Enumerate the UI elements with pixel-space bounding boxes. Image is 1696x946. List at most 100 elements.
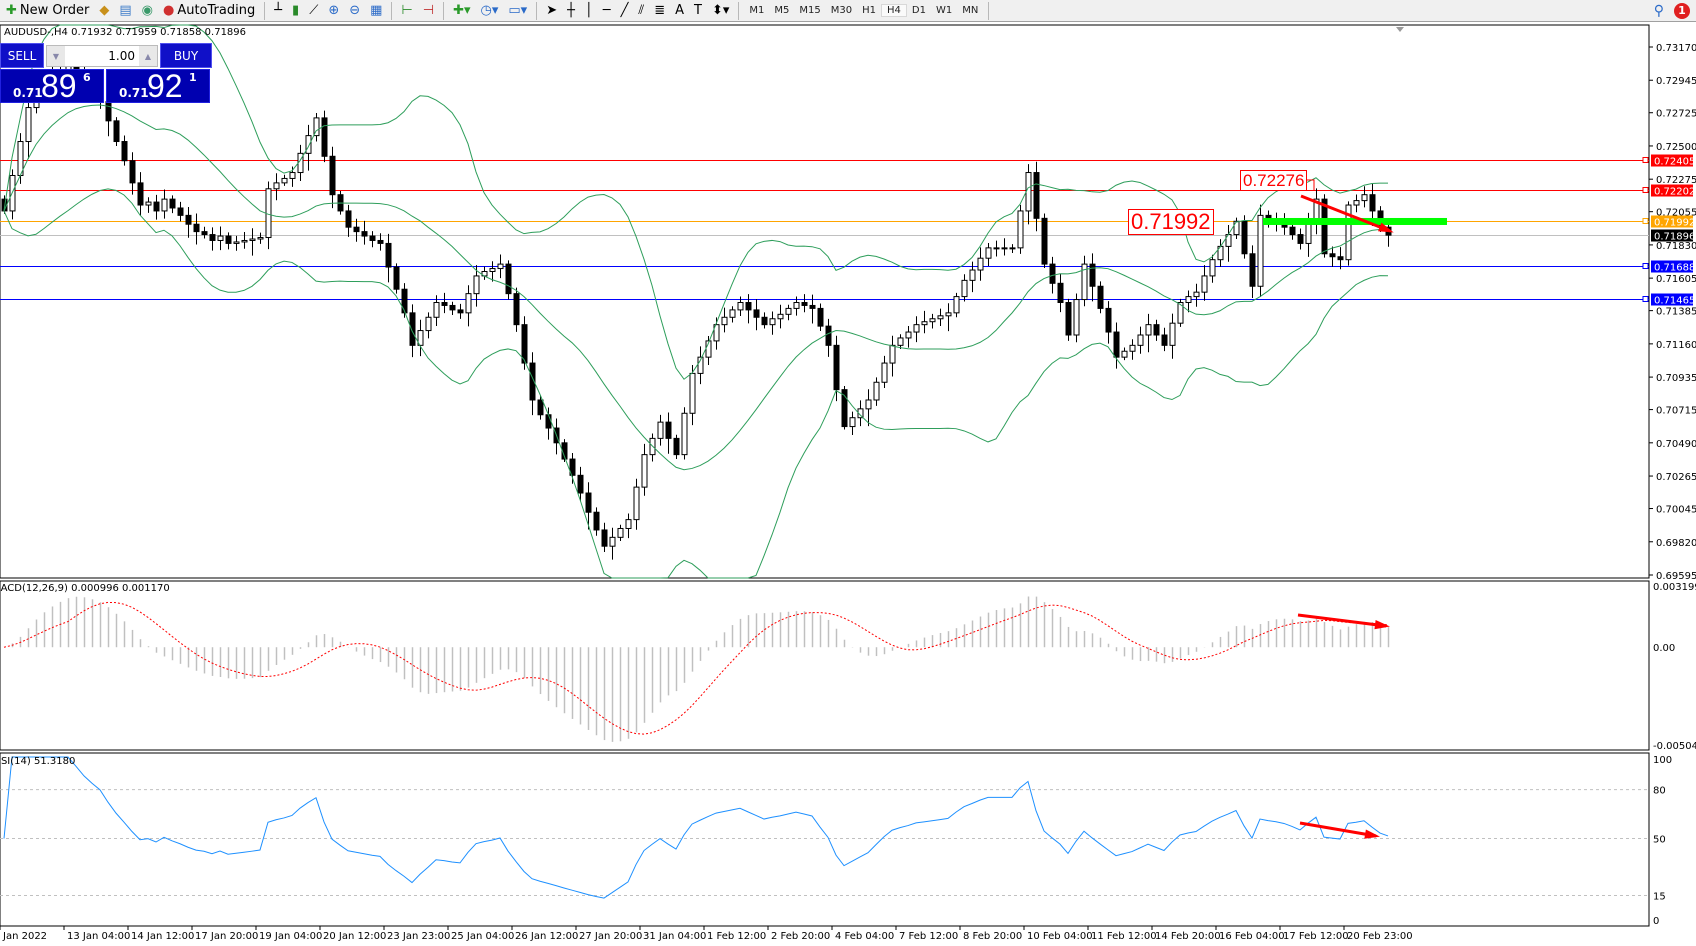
trend-arrow-rsi — [1299, 821, 1377, 838]
timeframe-h4[interactable]: H4 — [881, 4, 907, 17]
price-tag — [1651, 154, 1693, 167]
price-axis-label: 0.70715 — [1656, 406, 1696, 417]
notification-icon[interactable]: 1 — [1674, 3, 1690, 19]
time-axis-label: 17 Feb 12:00 — [1283, 931, 1349, 942]
bear-candle — [1161, 334, 1168, 346]
bear-candle — [369, 235, 376, 241]
bull-candle — [425, 316, 432, 332]
bull-candle — [1177, 302, 1184, 324]
line-chart-button[interactable]: ⟋ — [305, 1, 322, 21]
rsi-axis-label: 0 — [1653, 916, 1659, 927]
bear-candle — [177, 207, 184, 216]
sell-button[interactable]: SELL — [0, 43, 44, 68]
bear-candle — [449, 304, 456, 311]
bull-candle — [785, 307, 792, 315]
bear-candle — [1105, 307, 1112, 333]
bull-candle — [713, 324, 720, 342]
timeframe-w1[interactable]: W1 — [935, 5, 953, 16]
arrows-button[interactable]: ⬍▾ — [708, 1, 733, 21]
macd-axis-label: 0.003199 — [1653, 582, 1696, 593]
new-order-button[interactable]: ✚ New Order — [6, 3, 90, 18]
rsi-axis-label: 50 — [1653, 835, 1666, 846]
new-order-icon: ✚ — [6, 3, 17, 18]
bid-price[interactable]: 0.71 89 6 — [0, 68, 104, 104]
search-icon[interactable]: ⚲ — [1653, 3, 1664, 19]
vertical-line-icon: │ — [584, 3, 593, 18]
bear-candle — [1249, 253, 1256, 287]
vertical-line-button[interactable]: │ — [581, 1, 597, 21]
bollinger-middle — [3, 104, 1389, 471]
timeframe-m15[interactable]: M15 — [799, 5, 821, 16]
periods-button[interactable]: ◷▾ — [477, 1, 503, 21]
bear-candle — [1033, 172, 1040, 219]
ask-price[interactable]: 0.71 92 1 — [106, 68, 210, 104]
trendline-button[interactable]: ╱ — [617, 1, 633, 21]
lot-increase-button[interactable]: ▲ — [139, 46, 157, 66]
bull-candle — [609, 536, 616, 547]
navigator-button[interactable]: ▤ — [115, 1, 135, 21]
timeframe-mn[interactable]: MN — [962, 5, 979, 16]
text-label-button[interactable]: T — [690, 1, 706, 21]
bull-candle — [681, 412, 688, 456]
lot-decrease-button[interactable]: ▼ — [47, 46, 65, 66]
bear-candle — [385, 242, 392, 268]
bull-candle — [1137, 334, 1144, 346]
time-axis-label: 26 Jan 12:00 — [515, 931, 578, 942]
time-axis-label: 2 Feb 20:00 — [771, 931, 830, 942]
timeframe-d1[interactable]: D1 — [911, 5, 926, 16]
templates-button[interactable]: ▭▾ — [504, 1, 531, 21]
bear-candle — [1153, 324, 1160, 336]
equidistant-channel-icon: ⫽ — [638, 3, 645, 18]
time-axis-label: 25 Jan 04:00 — [451, 931, 514, 942]
autoscroll-button[interactable]: ⊢ — [397, 1, 416, 21]
price-annotation-high[interactable]: 0.72276 — [1240, 170, 1308, 191]
toolbar-right: ⚲ 1 — [1654, 0, 1690, 22]
crosshair-button[interactable]: ┼ — [563, 1, 579, 21]
toolbar: ✚ New Order ◆ ▤ ◉ ● AutoTrading ┴ ▮ ⟋ ⊕ ⊖ … — [0, 0, 1696, 22]
bear-candle — [745, 302, 752, 311]
cursor-button[interactable]: ➤ — [542, 1, 561, 21]
signals-button[interactable]: ◉ — [138, 1, 157, 21]
lot-size-field[interactable]: ▼ 1.00 ▲ — [46, 45, 158, 67]
bear-candle — [1089, 263, 1096, 287]
bear-candle — [753, 309, 760, 318]
buy-button[interactable]: BUY — [160, 43, 212, 68]
equidistant-channel-button[interactable]: ⫽ — [634, 1, 648, 21]
zoom-in-button[interactable]: ⊕ — [324, 1, 343, 21]
lot-size-value[interactable]: 1.00 — [108, 49, 135, 63]
price-axis-label: 0.72275 — [1656, 175, 1696, 186]
price-annotation-level[interactable]: 0.71992 — [1128, 209, 1214, 235]
tile-windows-button[interactable]: ▦ — [366, 1, 386, 21]
bar-chart-button[interactable]: ┴ — [270, 1, 286, 21]
price-axis-label: 0.71605 — [1656, 274, 1696, 285]
one-click-trading-panel: SELL ▼ 1.00 ▲ BUY 0.71 89 6 0.71 92 1 — [0, 43, 212, 104]
indicators-button[interactable]: ✚▾ — [449, 1, 474, 21]
bear-candle — [1369, 194, 1376, 212]
time-axis-label: 7 Feb 12:00 — [899, 931, 958, 942]
bear-candle — [401, 288, 408, 314]
price-tag-label: 0.72405 — [1654, 157, 1695, 168]
autoscroll-icon: ⊢ — [401, 3, 413, 18]
timeframe-h1[interactable]: H1 — [862, 5, 877, 16]
bull-candle — [257, 237, 264, 240]
fibonacci-button[interactable]: ≣ — [650, 1, 669, 21]
autotrading-button[interactable]: ● AutoTrading — [162, 3, 256, 18]
zoom-out-button[interactable]: ⊖ — [345, 1, 364, 21]
metaeditor-button[interactable]: ◆ — [95, 1, 113, 21]
price-tag-label: 0.71688 — [1654, 263, 1695, 274]
bull-candle — [777, 313, 784, 320]
bull-candle — [921, 321, 928, 326]
timeframe-m5[interactable]: M5 — [774, 5, 790, 16]
candlestick-button[interactable]: ▮ — [288, 1, 303, 21]
timeframe-m30[interactable]: M30 — [830, 5, 853, 16]
text-button[interactable]: A — [671, 1, 688, 21]
timeframe-m1[interactable]: M1 — [749, 5, 765, 16]
bear-candle — [409, 312, 416, 346]
bear-candle — [569, 458, 576, 476]
bull-candle — [937, 315, 944, 320]
zoom-in-icon: ⊕ — [328, 3, 340, 18]
bear-candle — [521, 324, 528, 364]
chart-shift-button[interactable]: ⊣ — [419, 1, 438, 21]
horizontal-line-button[interactable]: ─ — [599, 1, 615, 21]
